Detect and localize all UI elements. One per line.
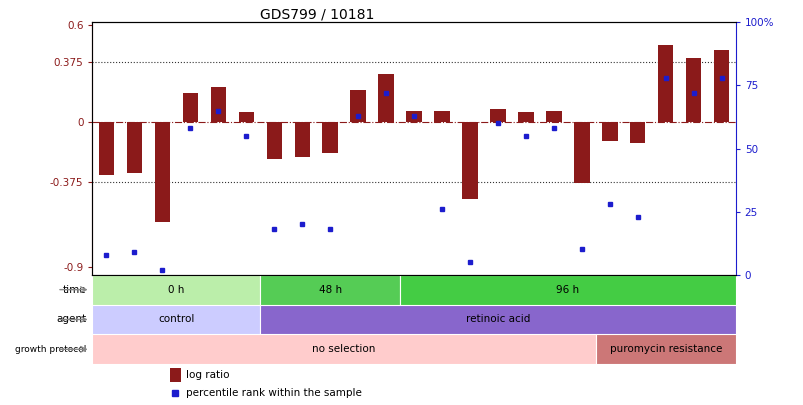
Text: log ratio: log ratio bbox=[186, 369, 230, 379]
Text: growth protocol: growth protocol bbox=[14, 345, 86, 354]
Text: time: time bbox=[63, 285, 86, 295]
Bar bbox=[169, 368, 181, 382]
Bar bbox=[294, 122, 309, 158]
Bar bbox=[378, 74, 393, 122]
Bar bbox=[260, 305, 735, 335]
Bar bbox=[462, 122, 477, 199]
Bar bbox=[406, 111, 422, 122]
Bar bbox=[490, 109, 505, 122]
Text: control: control bbox=[158, 314, 194, 324]
Bar bbox=[210, 87, 226, 122]
Text: 96 h: 96 h bbox=[556, 285, 579, 295]
Bar bbox=[573, 122, 589, 183]
Bar bbox=[400, 275, 735, 305]
Bar bbox=[92, 275, 260, 305]
Bar bbox=[518, 112, 533, 122]
Bar bbox=[350, 90, 365, 122]
Bar bbox=[630, 122, 645, 143]
Bar bbox=[545, 111, 560, 122]
Bar bbox=[154, 122, 170, 222]
Bar bbox=[595, 335, 735, 364]
Bar bbox=[92, 335, 595, 364]
Bar bbox=[434, 111, 449, 122]
Text: 48 h: 48 h bbox=[318, 285, 341, 295]
Bar bbox=[685, 58, 700, 122]
Text: percentile rank within the sample: percentile rank within the sample bbox=[186, 388, 362, 398]
Bar bbox=[713, 49, 728, 122]
Bar bbox=[127, 122, 142, 173]
Text: no selection: no selection bbox=[312, 344, 375, 354]
Bar bbox=[267, 122, 282, 159]
Bar bbox=[238, 112, 254, 122]
Bar bbox=[182, 93, 198, 122]
Text: retinoic acid: retinoic acid bbox=[465, 314, 529, 324]
Bar bbox=[92, 305, 260, 335]
Text: puromycin resistance: puromycin resistance bbox=[609, 344, 721, 354]
Text: agent: agent bbox=[56, 314, 86, 324]
Bar bbox=[601, 122, 617, 141]
Bar bbox=[657, 45, 673, 122]
Bar bbox=[99, 122, 114, 175]
Title: GDS799 / 10181: GDS799 / 10181 bbox=[260, 7, 374, 21]
Bar bbox=[260, 275, 400, 305]
Text: 0 h: 0 h bbox=[168, 285, 185, 295]
Bar bbox=[322, 122, 337, 153]
